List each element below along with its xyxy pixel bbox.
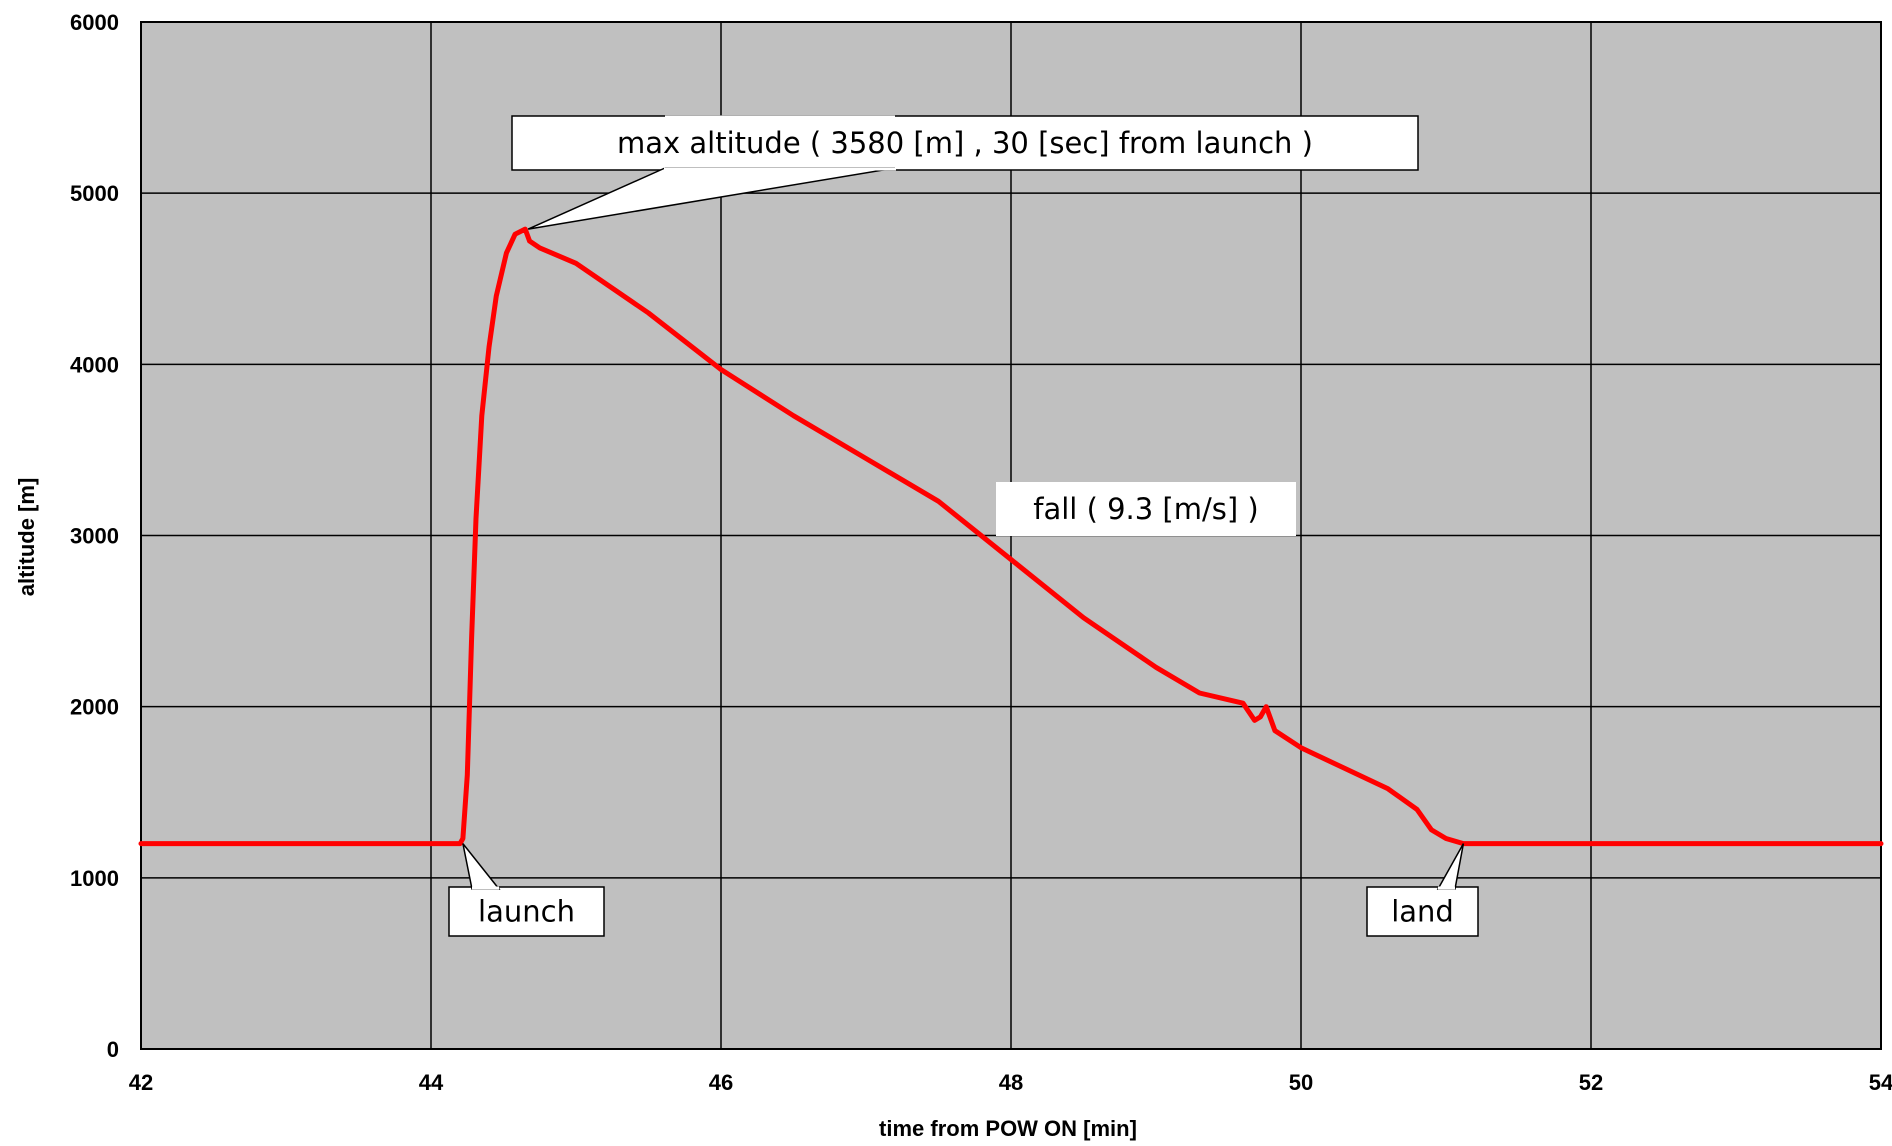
x-tick-label: 50 (1289, 1070, 1313, 1095)
y-tick-label: 3000 (70, 524, 119, 549)
y-axis-title: altitude [m] (14, 478, 39, 597)
callout-box (448, 886, 605, 937)
y-tick-label: 0 (107, 1037, 119, 1062)
callout-box (511, 115, 1419, 171)
y-tick-label: 5000 (70, 181, 119, 206)
callout-label: fall ( 9.3 [m/s] ) (1033, 492, 1258, 526)
callouts: max altitude ( 3580 [m] , 30 [sec] from … (448, 115, 1479, 937)
y-tick-label: 1000 (70, 866, 119, 891)
callout-fall: fall ( 9.3 [m/s] ) (996, 482, 1296, 536)
plot-frame (140, 21, 1882, 1050)
x-tick-label: 52 (1579, 1070, 1603, 1095)
callout-label: land (1391, 895, 1454, 929)
y-tick-label: 2000 (70, 695, 119, 720)
x-axis-title: time from POW ON [min] (879, 1116, 1137, 1141)
altitude-series-line (138, 226, 1884, 847)
y-tick-labels: 0 1000 2000 3000 4000 5000 6000 (70, 10, 119, 1062)
x-tick-label: 54 (1869, 1070, 1892, 1095)
callout-box (1366, 886, 1479, 937)
y-tick-label: 4000 (70, 352, 119, 377)
x-tick-labels: 42 44 46 48 50 52 54 (129, 1070, 1892, 1095)
x-tick-label: 42 (129, 1070, 153, 1095)
callout-box (996, 482, 1296, 536)
x-tick-label: 46 (709, 1070, 733, 1095)
callout-launch: launch (448, 843, 605, 937)
x-tick-label: 44 (419, 1070, 444, 1095)
x-tick-label: 48 (999, 1070, 1023, 1095)
callout-label: max altitude ( 3580 [m] , 30 [sec] from … (617, 126, 1313, 160)
callout-max-altitude: max altitude ( 3580 [m] , 30 [sec] from … (511, 115, 1419, 230)
callout-land: land (1366, 843, 1479, 937)
y-tick-label: 6000 (70, 10, 119, 35)
callout-label: launch (478, 895, 575, 929)
